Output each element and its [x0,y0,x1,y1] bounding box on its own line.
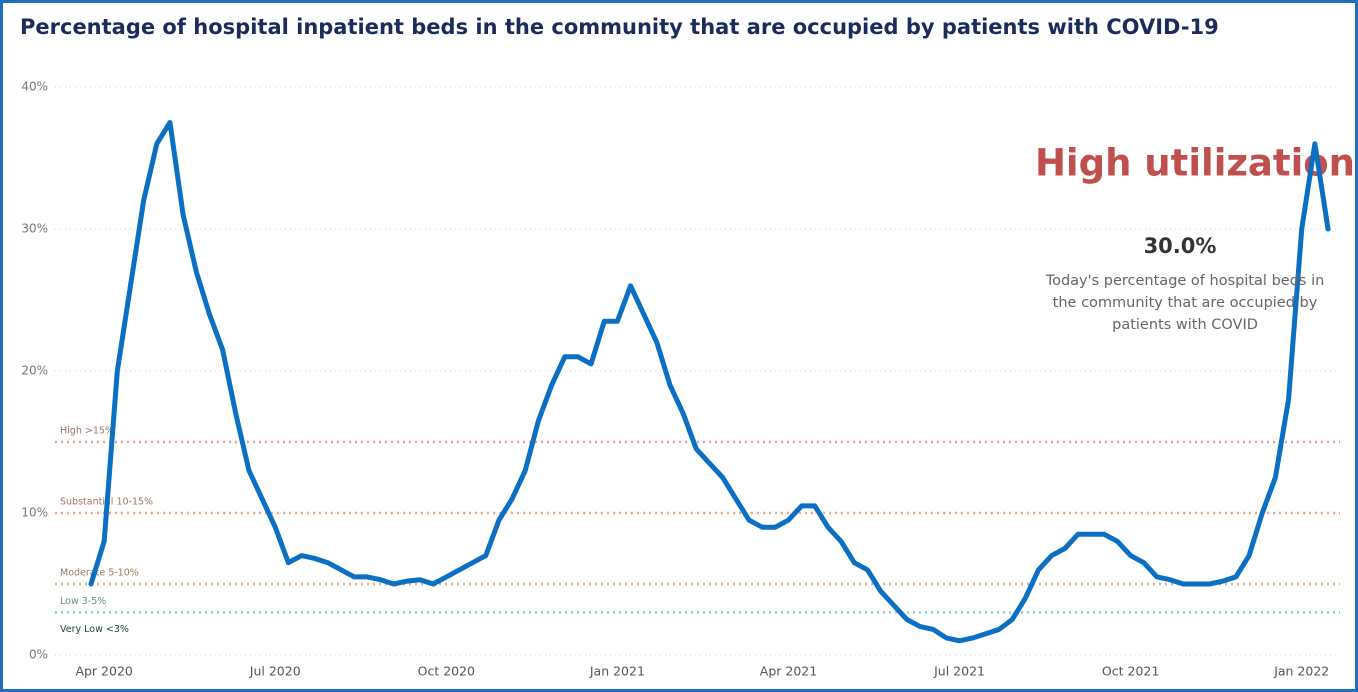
chart-title: Percentage of hospital inpatient beds in… [20,15,1219,39]
x-tick-label: Oct 2021 [1102,664,1159,679]
annotation-value: 30.0% [1144,234,1217,258]
threshold-label: High >15% [60,426,114,437]
x-tick-label: Jan 2021 [589,664,645,679]
x-tick-label: Jul 2020 [249,664,301,679]
annotation-headline: High utilization [1035,142,1355,185]
y-tick-label: 0% [29,648,48,662]
x-tick-label: Apr 2021 [760,664,817,679]
x-tick-label: Apr 2020 [75,664,132,679]
threshold-label: Low 3-5% [60,596,106,607]
threshold-label: Moderate 5-10% [60,568,139,579]
x-tick-label: Jul 2021 [933,664,985,679]
annotation-description: Today's percentage of hospital beds in t… [1045,273,1325,333]
threshold-label: Very Low <3% [60,624,129,635]
y-tick-label: 10% [21,506,48,520]
y-tick-label: 20% [21,364,48,378]
x-tick-label: Oct 2020 [418,664,475,679]
series-line [88,120,1331,644]
x-tick-label: Jan 2022 [1273,664,1329,679]
y-tick-label: 30% [21,222,48,236]
y-tick-label: 40% [21,80,48,94]
